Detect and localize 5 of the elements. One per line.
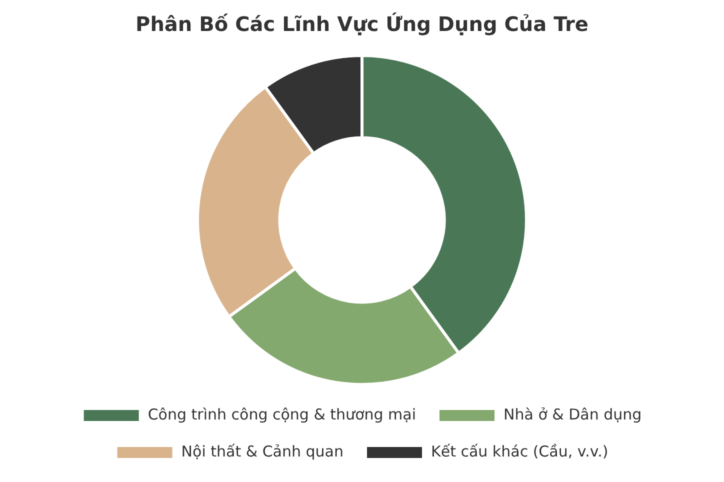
legend-label: Kết cấu khác (Cầu, v.v.) (431, 442, 608, 460)
chart-title: Phân Bố Các Lĩnh Vực Ứng Dụng Của Tre (136, 12, 588, 36)
legend-label: Nội thất & Cảnh quan (181, 442, 344, 460)
legend-label: Công trình công cộng & thương mại (148, 405, 416, 424)
legend-label: Nhà ở & Dân dụng (504, 405, 642, 424)
